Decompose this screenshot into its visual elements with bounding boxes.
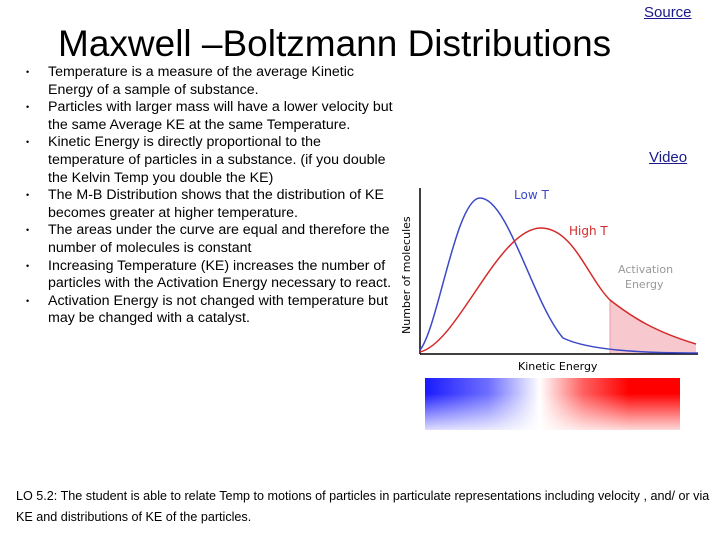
activation-label-line1: Activation: [618, 263, 673, 276]
bullet-text: Increasing Temperature (KE) increases th…: [48, 257, 392, 292]
bullet-item: • Temperature is a measure of the average…: [26, 64, 396, 99]
bullet-list: • Temperature is a measure of the average…: [26, 64, 396, 328]
video-link[interactable]: Video: [649, 149, 688, 166]
series-line-high-t: [419, 227, 697, 353]
bullet-text: The M-B Distribution shows that the dist…: [48, 187, 384, 221]
y-axis-label: Number of molecules: [400, 216, 413, 334]
bullet-item: • Particles with larger mass will have a …: [26, 99, 396, 134]
slide-title: Maxwell –Boltzmann Distributions: [58, 23, 612, 64]
series-line-low-t: [419, 197, 699, 354]
energy-gradient-bar: [425, 378, 680, 430]
bullet-icon: •: [26, 295, 30, 306]
bullet-icon: •: [26, 260, 30, 271]
x-axis-label: Kinetic Energy: [518, 360, 598, 373]
learning-objective: LO 5.2: The student is able to relate Te…: [16, 489, 710, 524]
activation-region: [610, 300, 696, 354]
bullet-item: • Activation Energy is not changed with t…: [26, 293, 396, 328]
bullet-icon: •: [26, 67, 30, 77]
bullet-icon: •: [26, 137, 30, 148]
bullet-item: • The M-B Distribution shows that the dis…: [26, 187, 396, 222]
bullet-text: Temperature is a measure of the average …: [48, 64, 354, 98]
activation-label-line2: Energy: [625, 278, 664, 291]
mb-distribution-chart: Number of molecules Kinetic Energy Low T…: [400, 188, 699, 373]
bullet-text: Activation Energy is not changed with te…: [48, 292, 388, 327]
source-link[interactable]: Source: [644, 4, 692, 21]
bullet-item: • The areas under the curve are equal and…: [26, 222, 396, 257]
legend-low-t: Low T: [514, 188, 549, 202]
bullet-item: • Increasing Temperature (KE) increases t…: [26, 258, 396, 293]
bullet-text: The areas under the curve are equal and …: [48, 222, 390, 256]
bullet-text: Particles with larger mass will have a l…: [48, 99, 393, 133]
bullet-icon: •: [26, 190, 30, 201]
bullet-icon: •: [26, 102, 30, 113]
bullet-text: Kinetic Energy is directly proportional …: [48, 134, 386, 186]
legend-high-t: High T: [569, 224, 608, 238]
bullet-item: • Kinetic Energy is directly proportional…: [26, 134, 396, 187]
bullet-icon: •: [26, 225, 30, 236]
